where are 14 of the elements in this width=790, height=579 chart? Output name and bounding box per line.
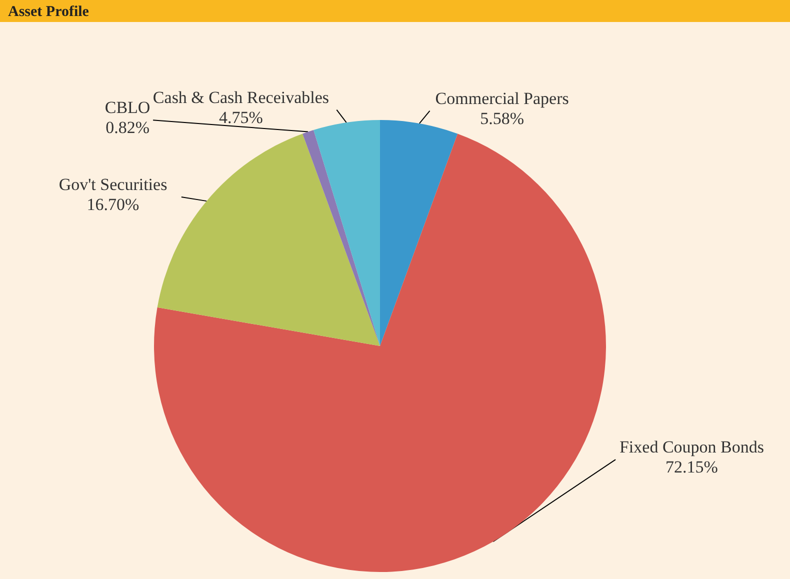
data-label: 4.75% [219,108,263,127]
slice-label: Gov't Securities [58,175,168,194]
slice-label: Cash & Cash Receivables [152,88,330,107]
data-label: 72.15% [666,458,718,477]
chart-title: Asset Profile [8,4,90,20]
slice-label: Fixed Coupon Bonds [619,438,764,457]
slice-label: Commercial Papers [435,88,569,108]
data-label: 5.58% [480,108,524,128]
pie-slice [302,130,380,346]
data-label: 0.82% [106,118,150,138]
pie-slice [380,120,458,346]
slice-label: CBLO [104,98,150,118]
pie-slice [314,120,380,346]
data-label: 16.70% [86,195,140,214]
